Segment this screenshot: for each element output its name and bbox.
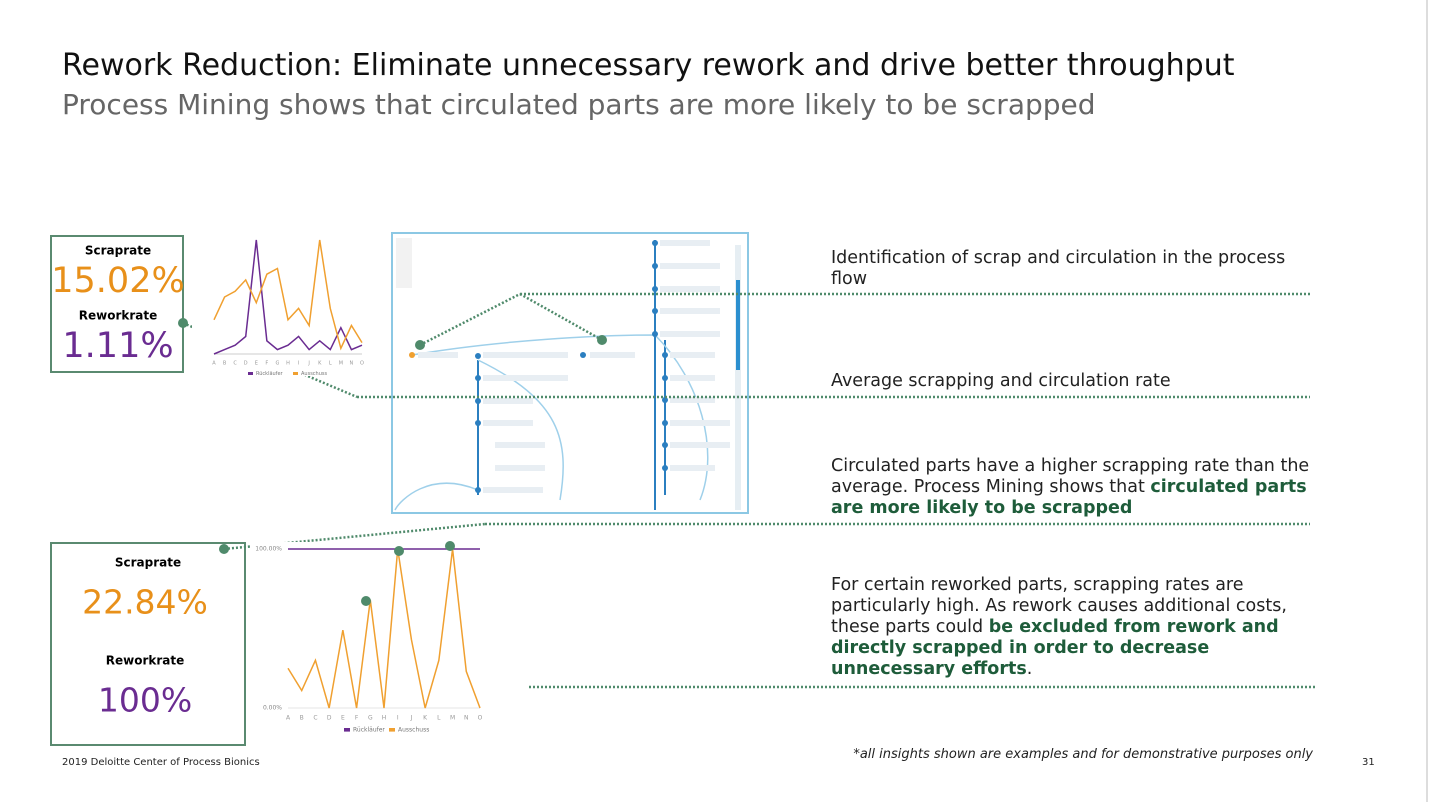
- x-tick-label: A: [286, 715, 291, 722]
- subtitle: Process Mining shows that circulated par…: [62, 88, 1096, 121]
- x-tick-label: L: [329, 361, 332, 367]
- x-tick-label: N: [350, 361, 354, 367]
- x-tick-label: E: [255, 361, 258, 367]
- x-tick-label: F: [265, 361, 268, 367]
- insight-text: .: [1026, 659, 1033, 679]
- insight: For certain reworked parts, scrapping ra…: [831, 575, 1311, 680]
- insight-text: be excluded from rework and directly scr…: [831, 617, 1279, 679]
- insight-text: For certain reworked parts, scrapping ra…: [831, 575, 1287, 637]
- kpi-label: Reworkrate: [79, 309, 158, 323]
- x-tick-label: C: [313, 715, 317, 722]
- connector-dot: [178, 318, 188, 328]
- x-tick-label: D: [327, 715, 332, 722]
- x-tick-label: K: [318, 361, 322, 367]
- title: Rework Reduction: Eliminate unnecessary …: [62, 48, 1235, 83]
- x-tick-label: K: [423, 715, 428, 722]
- insight-text: Circulated parts have a higher scrapping…: [831, 456, 1310, 497]
- legend-label: Ausschuss: [398, 726, 429, 733]
- x-tick-label: G: [275, 361, 279, 367]
- x-tick-label: A: [212, 361, 216, 367]
- legend-label: Rückläufer: [353, 726, 385, 733]
- legend-swatch: [344, 728, 350, 732]
- kpi-value: 22.84%: [82, 583, 208, 622]
- page-number: 31: [1362, 757, 1375, 768]
- kpi-label: Scraprate: [85, 244, 151, 258]
- legend-swatch: [389, 728, 395, 732]
- x-tick-label: D: [244, 361, 248, 367]
- x-tick-label: L: [437, 715, 441, 722]
- insight: Average scrapping and circulation rate: [831, 371, 1311, 392]
- x-tick-label: M: [450, 715, 455, 722]
- insight-text: circulated parts are more likely to be s…: [831, 477, 1307, 518]
- x-tick-label: O: [478, 715, 483, 722]
- legend-label: Rückläufer: [256, 371, 284, 377]
- connector-dot: [361, 596, 371, 606]
- x-tick-label: I: [397, 715, 399, 722]
- x-tick-label: B: [223, 361, 227, 367]
- x-tick-label: I: [298, 361, 299, 367]
- disclaimer: *all insights shown are examples and for…: [853, 747, 1313, 762]
- legend-swatch: [293, 372, 298, 375]
- x-tick-label: H: [382, 715, 387, 722]
- insight-text: Identification of scrap and circulation …: [831, 248, 1286, 289]
- kpi-panel: [50, 235, 184, 373]
- kpi-value: 1.11%: [62, 326, 173, 366]
- x-tick-label: F: [355, 715, 359, 722]
- x-tick-label: M: [339, 361, 343, 367]
- legend-label: Ausschuss: [301, 371, 327, 377]
- connector-dot: [597, 335, 607, 345]
- connector-dot: [415, 340, 425, 350]
- x-tick-label: N: [464, 715, 469, 722]
- kpi-value: 100%: [98, 681, 192, 720]
- connector-dot: [219, 544, 229, 554]
- x-tick-label: O: [360, 361, 364, 367]
- x-tick-label: G: [368, 715, 373, 722]
- x-tick-label: E: [341, 715, 345, 722]
- process-map: [391, 232, 749, 514]
- series-line: [213, 239, 363, 351]
- kpi-panel: [50, 542, 246, 746]
- insight-text: Average scrapping and circulation rate: [831, 371, 1171, 391]
- x-tick-label: B: [300, 715, 304, 722]
- x-tick-label: J: [307, 361, 309, 367]
- legend-swatch: [248, 372, 253, 375]
- x-tick-label: H: [286, 361, 290, 367]
- y-tick-label: 100.00%: [255, 546, 282, 553]
- kpi-value: 15.02%: [51, 261, 184, 301]
- x-tick-label: J: [410, 715, 413, 722]
- insight: Circulated parts have a higher scrapping…: [831, 456, 1311, 519]
- connector-dot: [445, 541, 455, 551]
- kpi-label: Reworkrate: [106, 654, 185, 668]
- insight: Identification of scrap and circulation …: [831, 248, 1311, 290]
- x-tick-label: C: [233, 361, 237, 367]
- series-line: [287, 548, 481, 709]
- connector-dot: [394, 546, 404, 556]
- chart-frame: [192, 236, 385, 376]
- kpi-label: Scraprate: [115, 556, 181, 570]
- footer-source: 2019 Deloitte Center of Process Bionics: [62, 757, 260, 768]
- y-tick-label: 0.00%: [263, 705, 282, 712]
